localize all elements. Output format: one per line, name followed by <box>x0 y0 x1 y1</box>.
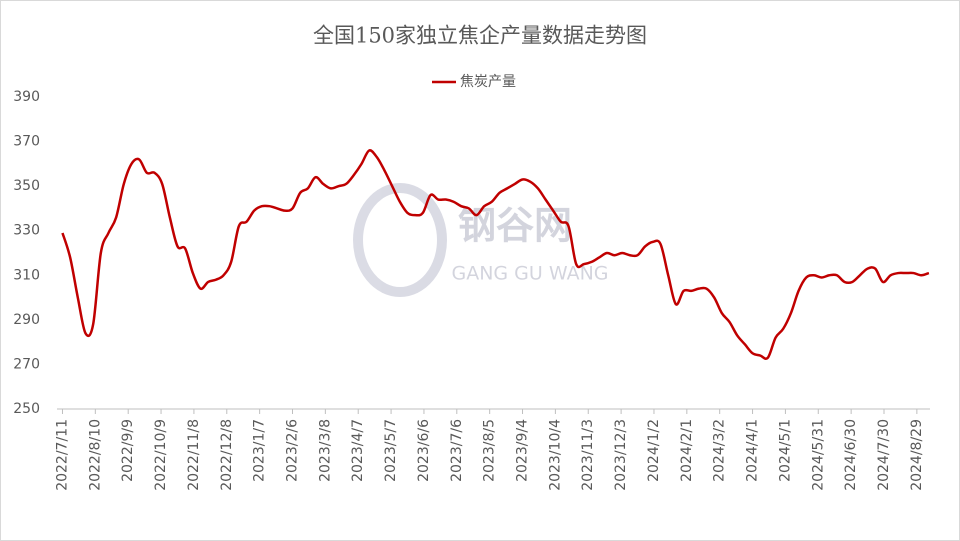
y-tick-label: 290 <box>13 312 40 328</box>
y-tick-label: 310 <box>13 267 40 283</box>
x-tick-label: 2024/6/30 <box>843 419 859 491</box>
x-tick-label: 2023/6/6 <box>416 419 432 482</box>
x-tick-label: 2024/7/30 <box>876 419 892 491</box>
watermark-cn: 钢谷网 <box>458 204 572 248</box>
x-tick-label: 2022/10/9 <box>153 419 169 491</box>
x-tick-label: 2023/1/7 <box>252 419 268 482</box>
x-tick-label: 2022/9/9 <box>120 419 136 482</box>
x-tick-label: 2024/5/31 <box>810 419 826 491</box>
watermark: 钢谷网 GANG GU WANG <box>353 183 609 297</box>
x-tick-label: 2023/5/7 <box>383 419 399 482</box>
watermark-logo <box>353 183 447 297</box>
x-tick-label: 2022/7/11 <box>54 419 70 491</box>
x-tick-label: 2023/10/4 <box>547 419 563 491</box>
x-tick-label: 2023/9/4 <box>515 419 531 482</box>
x-tick-label: 2024/2/1 <box>679 419 695 482</box>
x-tick-label: 2023/7/6 <box>449 419 465 482</box>
y-tick-label: 350 <box>13 178 40 194</box>
x-tick-label: 2023/3/8 <box>317 419 333 482</box>
x-tick-label: 2022/12/8 <box>219 419 235 491</box>
x-tick-label: 2024/5/1 <box>777 419 793 482</box>
x-tick-label: 2022/11/8 <box>186 419 202 491</box>
x-tick-label: 2023/11/3 <box>580 419 596 491</box>
y-tick-label: 370 <box>13 134 40 150</box>
x-tick-label: 2023/4/7 <box>350 419 366 482</box>
series-line <box>61 149 930 360</box>
y-tick-label: 250 <box>13 401 40 417</box>
y-tick-label: 330 <box>13 223 40 239</box>
y-tick-label: 270 <box>13 356 40 372</box>
x-tick-label: 2024/1/2 <box>646 419 662 482</box>
x-tick-label: 2022/8/10 <box>87 419 103 491</box>
x-tick-label: 2024/8/29 <box>909 419 925 491</box>
x-tick-label: 2023/12/3 <box>613 419 629 491</box>
x-tick-label: 2023/2/6 <box>285 419 301 482</box>
watermark-en: GANG GU WANG <box>451 263 608 285</box>
x-tick-label: 2024/4/1 <box>745 419 761 482</box>
x-tick-label: 2023/8/5 <box>482 419 498 482</box>
chart-title: 全国150家独立焦企产量数据走势图 <box>313 24 647 48</box>
legend-label: 焦炭产量 <box>460 74 516 90</box>
x-tick-label: 2024/3/2 <box>712 419 728 482</box>
y-tick-label: 390 <box>13 89 40 105</box>
